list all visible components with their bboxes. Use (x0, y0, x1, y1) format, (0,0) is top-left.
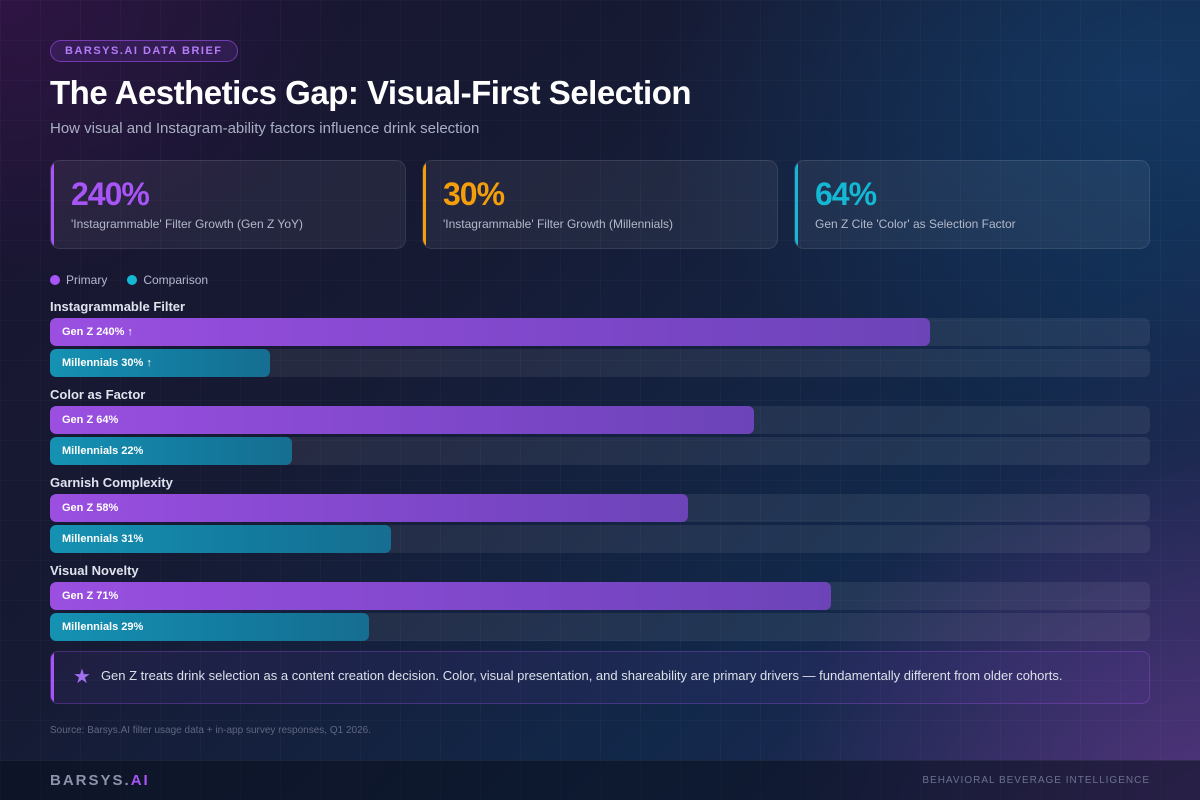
insight-text: Gen Z treats drink selection as a conten… (100, 668, 1063, 683)
page-title: The Aesthetics Gap: Visual-First Selecti… (50, 74, 692, 111)
bar-label: Millennials 31% (62, 533, 144, 545)
legend-item-primary: Primary (50, 273, 107, 287)
stat-label: Gen Z Cite 'Color' as Selection Factor (815, 217, 1016, 231)
legend-item-comparison: Comparison (127, 273, 208, 287)
bar-primary (50, 582, 831, 610)
stat-value: 64% (815, 176, 877, 212)
category-label: Instagrammable Filter (50, 299, 186, 314)
bar-comparison (50, 525, 391, 553)
bar-track: Millennials 29% (50, 613, 1150, 641)
bar-label: Millennials 30% ↑ (62, 357, 152, 369)
bar-track: Gen Z 71% (50, 582, 1150, 610)
bar-label: Gen Z 240% ↑ (62, 326, 133, 338)
brand-main: BARSYS. (50, 772, 131, 789)
chart-legend: Primary Comparison (50, 273, 1150, 287)
bar-group: Visual Novelty Gen Z 71% Millennials 29% (50, 563, 1150, 641)
legend-label: Comparison (143, 273, 209, 287)
stat-value: 30% (443, 176, 505, 212)
bar-primary (50, 494, 688, 522)
stat-label: 'Instagrammable' Filter Growth (Gen Z Yo… (71, 217, 304, 231)
stat-card-genz-color-factor: 64% Gen Z Cite 'Color' as Selection Fact… (794, 160, 1150, 249)
bar-comparison (50, 613, 369, 641)
brand-logo: BARSYS.AI (50, 772, 150, 789)
stat-label: 'Instagrammable' Filter Growth (Millenni… (443, 217, 673, 231)
bar-group: Garnish Complexity Gen Z 58% Millennials 3… (50, 475, 1150, 553)
bar-track: Gen Z 240% ↑ (50, 318, 1150, 346)
bar-comparison (50, 349, 270, 377)
legend-dot-comparison (127, 275, 138, 285)
stat-card-millennial-filter-growth: 30% 'Instagrammable' Filter Growth (Mill… (422, 160, 778, 249)
bar-track: Millennials 22% (50, 437, 1150, 465)
bar-track: Gen Z 58% (50, 494, 1150, 522)
bar-group: Instagrammable Filter Gen Z 240% ↑ Millenn… (50, 299, 1150, 377)
bar-primary (50, 318, 930, 346)
bar-label: Gen Z 58% (62, 502, 119, 514)
bar-track: Gen Z 64% (50, 406, 1150, 434)
legend-dot-primary (50, 275, 60, 285)
bar-label: Millennials 29% (62, 621, 144, 633)
star-icon: ★ (73, 666, 91, 688)
bar-track: Millennials 30% ↑ (50, 349, 1150, 377)
category-label: Visual Novelty (50, 563, 139, 578)
bar-label: Millennials 22% (62, 445, 144, 457)
horizontal-bar-chart: Instagrammable Filter Gen Z 240% ↑ Millenn… (50, 299, 1150, 641)
page-subtitle: How visual and Instagram-ability factors… (50, 120, 480, 137)
stat-value: 240% (71, 176, 150, 212)
data-brief: BARSYS.AI DATA BRIEF The Aesthetics Gap:… (50, 40, 1150, 736)
insight-callout: ★ Gen Z treats drink selection as a cont… (50, 651, 1150, 704)
bar-track: Millennials 31% (50, 525, 1150, 553)
legend-label: Primary (66, 273, 108, 287)
footer: BARSYS.AI BEHAVIORAL BEVERAGE INTELLIGEN… (0, 760, 1200, 800)
category-label: Color as Factor (50, 387, 146, 402)
bar-primary (50, 406, 754, 434)
stat-cards: 240% 'Instagrammable' Filter Growth (Gen… (50, 160, 1150, 249)
brand-accent: AI (130, 772, 150, 789)
source-note: Source: Barsys.AI filter usage data + in… (50, 725, 372, 736)
bar-label: Gen Z 71% (62, 590, 119, 602)
brief-badge: BARSYS.AI DATA BRIEF (50, 40, 238, 62)
category-label: Garnish Complexity (50, 475, 173, 490)
bar-label: Gen Z 64% (62, 414, 119, 426)
bar-group: Color as Factor Gen Z 64% Millennials 22% (50, 387, 1150, 465)
bar-comparison (50, 437, 292, 465)
footer-tagline: BEHAVIORAL BEVERAGE INTELLIGENCE (922, 775, 1150, 786)
stat-card-genz-filter-growth: 240% 'Instagrammable' Filter Growth (Gen… (50, 160, 406, 249)
